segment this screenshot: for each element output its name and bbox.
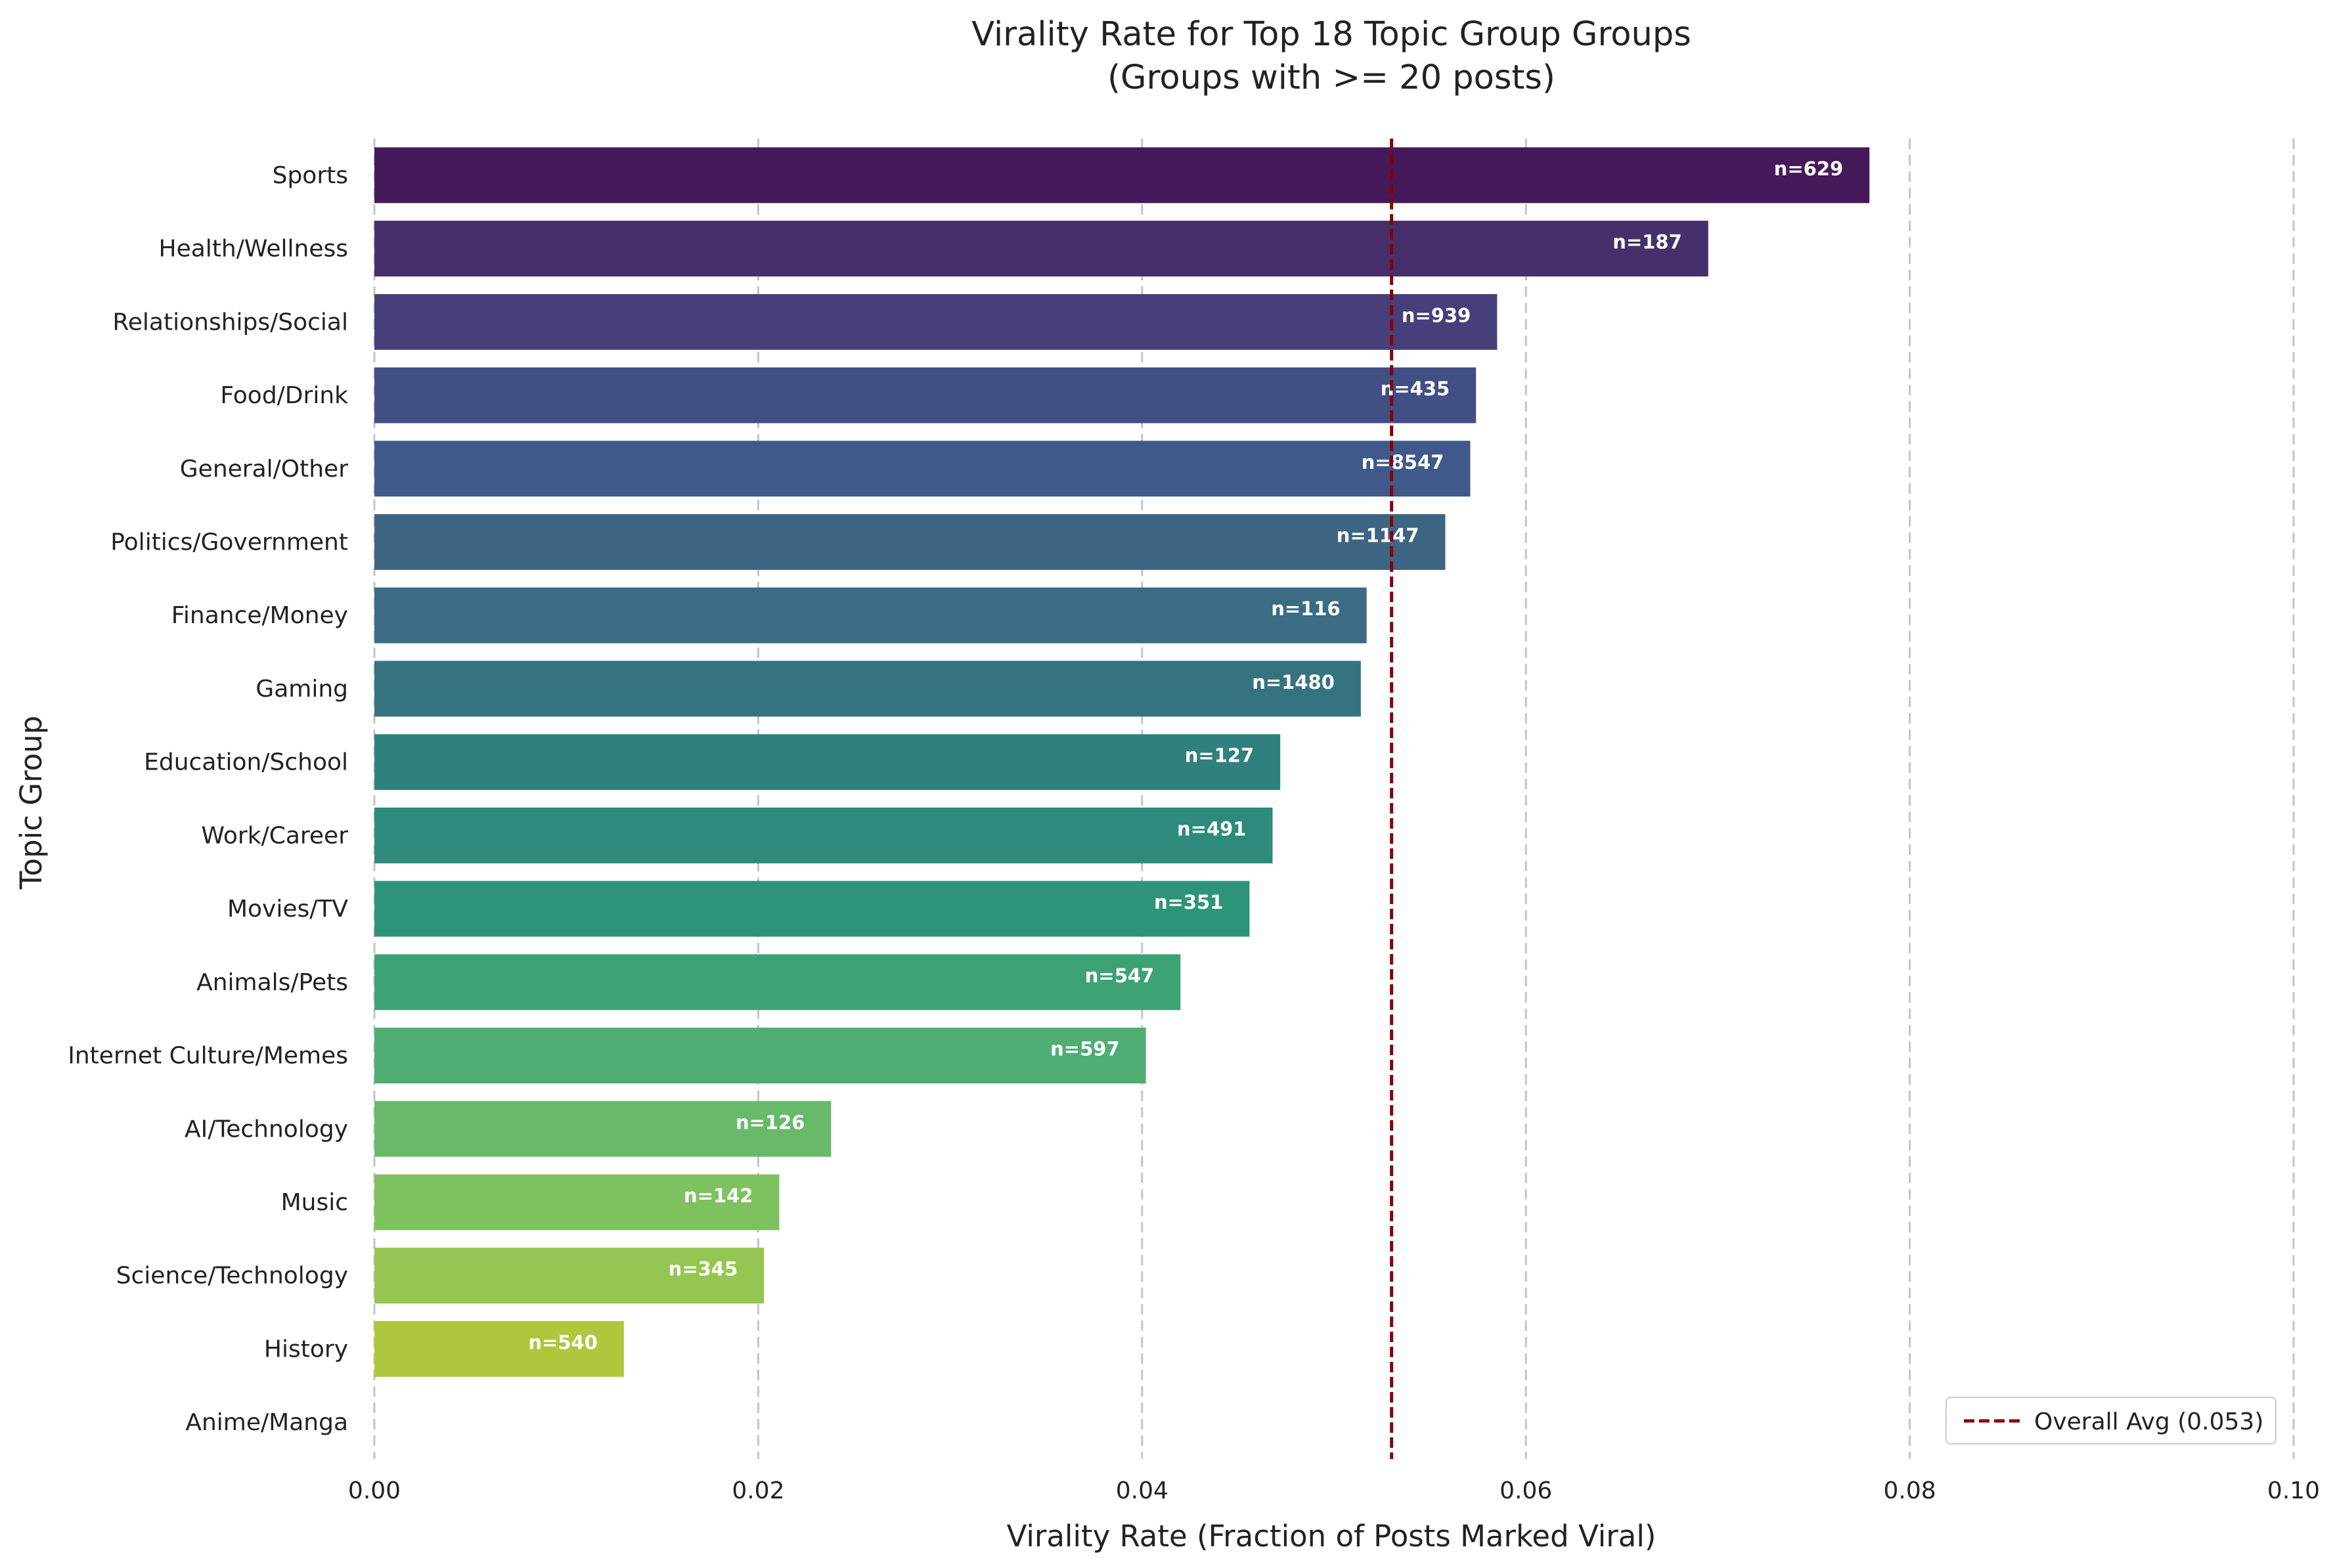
bar-count-label: n=939 [1402,304,1471,326]
y-tick-label: Gaming [256,676,348,703]
bar-count-label: n=547 [1085,965,1154,987]
x-tick-label: 0.00 [348,1477,401,1504]
y-tick-label: General/Other [180,456,348,483]
chart-title-line1: Virality Rate for Top 18 Topic Group Gro… [971,15,1691,54]
y-tick-label: AI/Technology [185,1116,348,1143]
x-axis-label: Virality Rate (Fraction of Posts Marked … [1007,1519,1656,1554]
bar [374,1320,624,1377]
y-tick-label: Animals/Pets [196,969,348,996]
bar [374,1028,1146,1083]
y-tick-label: Finance/Money [171,602,348,629]
bar [374,221,1708,277]
y-tick-label: Internet Culture/Memes [68,1043,348,1070]
bar-count-label: n=491 [1177,817,1246,840]
bar [374,514,1446,570]
y-tick-label: Sports [273,162,348,189]
y-tick-label: Work/Career [201,822,348,849]
bar [374,367,1477,424]
bar-count-label: n=629 [1774,158,1843,180]
bar [374,881,1250,937]
y-tick-labels: Sports Health/Wellness Relationships/Socia… [68,162,348,1436]
y-tick-label: Politics/Government [110,529,348,555]
bar-count-label: n=1147 [1337,524,1419,546]
bar-count-label: n=127 [1185,745,1254,767]
x-tick-labels: 0.00 0.02 0.04 0.06 0.08 0.10 [348,1477,2320,1504]
x-tick-label: 0.02 [732,1477,784,1504]
y-axis-label: Topic Group [14,716,49,890]
x-tick-label: 0.08 [1884,1477,1936,1504]
y-tick-label: Movies/TV [227,896,348,923]
y-tick-label: Relationships/Social [112,309,348,336]
bar-count-label: n=540 [528,1331,597,1353]
bar [374,661,1361,717]
y-tick-label: Science/Technology [116,1263,348,1290]
bar-count-label: n=8547 [1362,451,1444,473]
bar-count-label: n=116 [1271,598,1340,620]
bar [374,1174,780,1230]
chart-title-line2: (Groups with >= 20 posts) [1107,58,1555,97]
legend: Overall Avg (0.053) [1945,1397,2277,1445]
y-tick-label: History [264,1336,348,1362]
bar [374,441,1471,497]
y-tick-label: Health/Wellness [159,236,348,263]
bar [374,734,1281,791]
bar-count-label: n=126 [736,1111,805,1133]
bar [374,294,1498,350]
bar [374,147,1870,204]
bar-count-label: n=187 [1612,231,1681,253]
bar-count-label: n=597 [1050,1038,1119,1060]
bar [374,1100,832,1157]
bar-count-label: n=142 [684,1185,753,1207]
bar-count-label: n=351 [1154,891,1223,913]
legend-box [1945,1397,2277,1445]
x-tick-label: 0.04 [1116,1477,1168,1504]
bar-count-labels: n=629n=187n=939n=435n=8547n=1147n=116n=1… [292,158,1844,1427]
y-tick-label: Food/Drink [220,382,348,409]
bar-count-label: n=1480 [1252,671,1335,693]
bars [374,147,1870,1377]
bar-count-label: n=345 [669,1258,738,1280]
bar [374,587,1367,643]
y-tick-label: Music [281,1189,348,1216]
y-tick-label: Anime/Manga [185,1409,348,1436]
bar [374,1248,765,1304]
x-tick-label: 0.10 [2267,1477,2320,1504]
legend-label: Overall Avg (0.053) [2034,1408,2263,1435]
bar [374,807,1273,863]
y-tick-label: Education/School [144,749,348,776]
bar [374,954,1181,1011]
x-gridlines [373,139,2295,1459]
bar-count-label: n=68 [292,1405,348,1427]
x-tick-label: 0.06 [1500,1477,1552,1504]
